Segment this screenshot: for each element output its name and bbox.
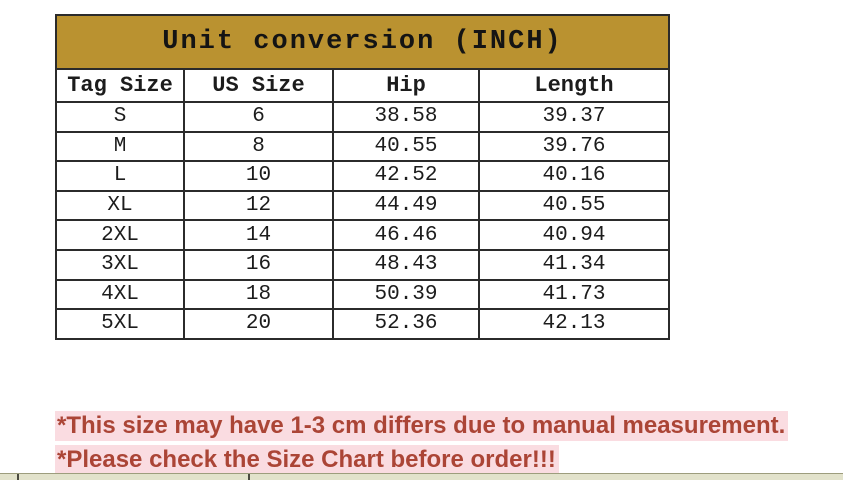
size-chart-table: Unit conversion (INCH) Tag Size US Size … <box>54 14 671 340</box>
table-cell: 41.73 <box>477 278 671 311</box>
table-cell: 16 <box>183 248 334 281</box>
table-cell: 6 <box>183 101 334 133</box>
column-header-length: Length <box>477 68 671 103</box>
table-cell: 44.49 <box>332 189 480 222</box>
table-title: Unit conversion (INCH) <box>54 14 671 70</box>
table-cell: 3XL <box>55 248 185 281</box>
table-cell: 39.37 <box>477 101 671 133</box>
table-cell: M <box>55 130 185 163</box>
table-cell: 4XL <box>55 278 185 311</box>
table-cell: S <box>55 101 185 133</box>
table-cell: 48.43 <box>332 248 480 281</box>
note-measurement-tolerance: *This size may have 1-3 cm differs due t… <box>55 409 789 443</box>
column-header-us-size: US Size <box>183 68 334 103</box>
footer-tick-right <box>248 474 250 480</box>
table-cell: 39.76 <box>477 130 671 163</box>
note-check-size-chart: *Please check the Size Chart before orde… <box>55 443 788 477</box>
table-cell: 40.55 <box>332 130 480 163</box>
size-chart-body: S 6 38.58 39.37 M 8 40.55 39.76 L 10 42.52 40.16 XL 1… <box>55 101 671 340</box>
table-cell: 14 <box>183 219 334 251</box>
table-cell: 2XL <box>55 219 185 251</box>
table-cell: 42.52 <box>332 160 480 192</box>
table-cell: 50.39 <box>332 278 480 311</box>
table-cell: 42.13 <box>477 308 671 340</box>
table-cell: L <box>55 160 185 192</box>
table-row: L 10 42.52 40.16 <box>55 160 671 192</box>
table-cell: 18 <box>183 278 334 311</box>
table-cell: 5XL <box>55 308 185 340</box>
table-cell: 10 <box>183 160 334 192</box>
table-cell: 40.94 <box>477 219 671 251</box>
table-row: M 8 40.55 39.76 <box>55 130 671 163</box>
table-cell: 12 <box>183 189 334 222</box>
table-row: 2XL 14 46.46 40.94 <box>55 219 671 251</box>
column-header-tag-size: Tag Size <box>55 68 185 103</box>
table-cell: 41.34 <box>477 248 671 281</box>
table-cell: XL <box>55 189 185 222</box>
table-row: XL 12 44.49 40.55 <box>55 189 671 222</box>
table-row: 4XL 18 50.39 41.73 <box>55 278 671 311</box>
table-cell: 46.46 <box>332 219 480 251</box>
column-header-hip: Hip <box>332 68 480 103</box>
table-cell: 40.16 <box>477 160 671 192</box>
table-cell: 8 <box>183 130 334 163</box>
table-row: 5XL 20 52.36 42.13 <box>55 308 671 340</box>
footer-tick-left <box>17 474 19 480</box>
table-cell: 40.55 <box>477 189 671 222</box>
title-row: Unit conversion (INCH) <box>54 14 671 70</box>
table-cell: 20 <box>183 308 334 340</box>
table-row: 3XL 16 48.43 41.34 <box>55 248 671 281</box>
table-cell: 52.36 <box>332 308 480 340</box>
column-header-row: Tag Size US Size Hip Length <box>55 68 671 103</box>
table-cell: 38.58 <box>332 101 480 133</box>
footer-strip <box>0 473 843 480</box>
table-row: S 6 38.58 39.37 <box>55 101 671 133</box>
warning-notes: *This size may have 1-3 cm differs due t… <box>55 409 789 477</box>
